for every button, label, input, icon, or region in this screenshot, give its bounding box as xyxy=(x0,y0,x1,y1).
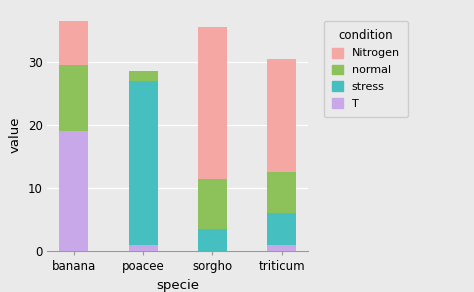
Bar xyxy=(267,213,296,245)
Bar xyxy=(267,172,296,213)
Bar xyxy=(59,65,88,131)
Bar xyxy=(59,131,88,251)
Bar xyxy=(128,245,158,251)
Y-axis label: value: value xyxy=(9,116,22,152)
Bar xyxy=(128,71,158,81)
Legend: Nitrogen, normal, stress, T: Nitrogen, normal, stress, T xyxy=(324,21,408,117)
Bar xyxy=(267,245,296,251)
Bar xyxy=(198,229,227,251)
Bar xyxy=(198,27,227,178)
Bar xyxy=(128,81,158,245)
Bar xyxy=(198,178,227,229)
Bar xyxy=(267,59,296,172)
X-axis label: specie: specie xyxy=(156,279,199,292)
Bar xyxy=(59,21,88,65)
